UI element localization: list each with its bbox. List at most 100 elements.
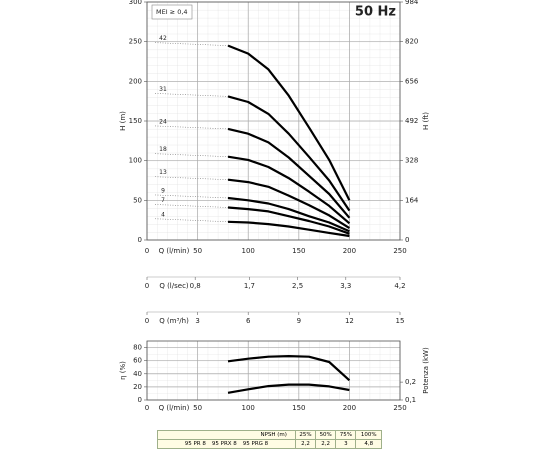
- x-tick-label: 100: [242, 247, 255, 255]
- y2-tick-label: 656: [405, 77, 419, 85]
- curve: [227, 196, 350, 233]
- x-axis-label: Q (l/min): [159, 404, 190, 412]
- curve-label: 9: [161, 187, 165, 194]
- y2-tick-label: 0,1: [405, 396, 416, 404]
- y2-tick-label: 0,2: [405, 378, 416, 386]
- table-cell: 25%: [294, 430, 317, 440]
- table-row: 95 PR 8 95 PRX 8 95 PRG 8 2,2 2,2 3 4,8: [157, 439, 382, 449]
- x-tick-label: 0: [145, 247, 149, 255]
- curve: [227, 206, 350, 235]
- table-cell: 95 PR 8 95 PRX 8 95 PRG 8: [157, 439, 296, 449]
- x-tick-label: 0: [145, 404, 149, 412]
- y2-tick-label: 328: [405, 157, 418, 165]
- x-tick-label: 50: [193, 404, 202, 412]
- x-tick-label: 6: [246, 317, 251, 325]
- curve-label: 7: [161, 197, 165, 204]
- x-axis-label: Q (l/min): [159, 247, 190, 255]
- x-tick-label: 200: [343, 404, 356, 412]
- table-row: NPSH (m) 25% 50% 75% 100%: [157, 430, 382, 440]
- curve: [227, 95, 351, 212]
- table-cell: 3: [335, 439, 357, 449]
- table-cell: 2,2: [294, 439, 317, 449]
- x-tick-label: 100: [242, 404, 255, 412]
- y-axis-label: H (m): [119, 111, 127, 131]
- y-tick-label: 60: [133, 357, 142, 365]
- curve: [227, 178, 350, 230]
- y-tick-label: 0: [138, 236, 142, 244]
- plot-frame: [146, 340, 401, 401]
- chart: MEI ≥ 0,4 50 Hz 050100150200250300016432…: [119, 0, 430, 412]
- x-tick-label: 1,7: [244, 282, 255, 290]
- model: 95 PR 8: [184, 441, 206, 447]
- curve: [227, 127, 351, 219]
- leader-line: [154, 194, 228, 199]
- curve: [227, 220, 350, 238]
- y-tick-label: 100: [129, 157, 142, 165]
- x-tick-label: 12: [345, 317, 354, 325]
- x-tick-label: 0: [145, 317, 149, 325]
- y-tick-label: 300: [129, 0, 142, 6]
- curve-label: 24: [159, 118, 167, 125]
- x-tick-label: 2,5: [292, 282, 303, 290]
- y2-tick-label: 164: [405, 196, 419, 204]
- y-tick-label: 50: [133, 196, 142, 204]
- annotation: MEI ≥ 0,4: [156, 8, 188, 16]
- leader-line: [154, 218, 228, 223]
- table-cell: 4,8: [355, 439, 382, 449]
- model: 95 PRX 8: [211, 441, 237, 447]
- y-tick-label: 0: [138, 396, 142, 404]
- leader-line: [154, 93, 228, 97]
- y-tick-label: 150: [129, 117, 142, 125]
- minor-grid: [147, 341, 400, 400]
- table-cell: 100%: [355, 430, 382, 440]
- curve: [227, 383, 350, 394]
- x-tick-label: 250: [393, 247, 406, 255]
- x-tick-label: 4,2: [394, 282, 405, 290]
- y-tick-label: 20: [133, 383, 142, 391]
- x-tick-label: 250: [393, 404, 406, 412]
- table-cell: 2,2: [315, 439, 337, 449]
- y2-tick-label: 492: [405, 117, 418, 125]
- table-cell: NPSH (m): [157, 430, 296, 440]
- leader-line: [154, 42, 228, 46]
- table-cell: 50%: [315, 430, 337, 440]
- curve: [227, 155, 351, 225]
- leader-line: [154, 204, 228, 208]
- y-tick-label: 200: [129, 77, 142, 85]
- y2-tick-label: 820: [405, 38, 418, 46]
- x-axis-label: Q (m³/h): [159, 317, 189, 325]
- leader-line: [154, 125, 228, 130]
- curve-label: 18: [159, 146, 167, 153]
- x-tick-label: 3: [195, 317, 199, 325]
- x-tick-label: 15: [396, 317, 405, 325]
- x-axis-label: Q (l/sec): [159, 282, 189, 290]
- y2-axis-label: Potenza (kW): [422, 347, 430, 394]
- x-tick-label: 200: [343, 247, 356, 255]
- x-tick-label: 150: [292, 247, 305, 255]
- y-tick-label: 80: [133, 344, 142, 352]
- y-tick-label: 40: [133, 370, 142, 378]
- annotation: 50 Hz: [355, 5, 396, 20]
- x-tick-label: 0,8: [190, 282, 201, 290]
- x-tick-label: 50: [193, 247, 202, 255]
- x-tick-label: 0: [145, 282, 149, 290]
- curve: [227, 44, 351, 201]
- curve-label: 4: [161, 211, 165, 218]
- table-cell: 75%: [335, 430, 357, 440]
- x-tick-label: 3,3: [340, 282, 351, 290]
- x-tick-label: 150: [292, 404, 305, 412]
- y-axis-label: η (%): [119, 361, 127, 380]
- annotation-box: [151, 4, 193, 20]
- leader-line: [154, 153, 228, 157]
- curve: [227, 355, 351, 382]
- x-tick-label: 9: [297, 317, 301, 325]
- npsh-table: NPSH (m) 25% 50% 75% 100% 95 PR 8 95 PRX …: [157, 430, 382, 449]
- y2-tick-label: 0: [405, 236, 409, 244]
- leader-line: [154, 176, 228, 181]
- y2-tick-label: 984: [405, 0, 419, 6]
- y-tick-label: 250: [129, 38, 142, 46]
- curve-label: 31: [159, 86, 167, 93]
- y2-axis-label: H (ft): [422, 112, 430, 130]
- model: 95 PRG 8: [242, 441, 269, 447]
